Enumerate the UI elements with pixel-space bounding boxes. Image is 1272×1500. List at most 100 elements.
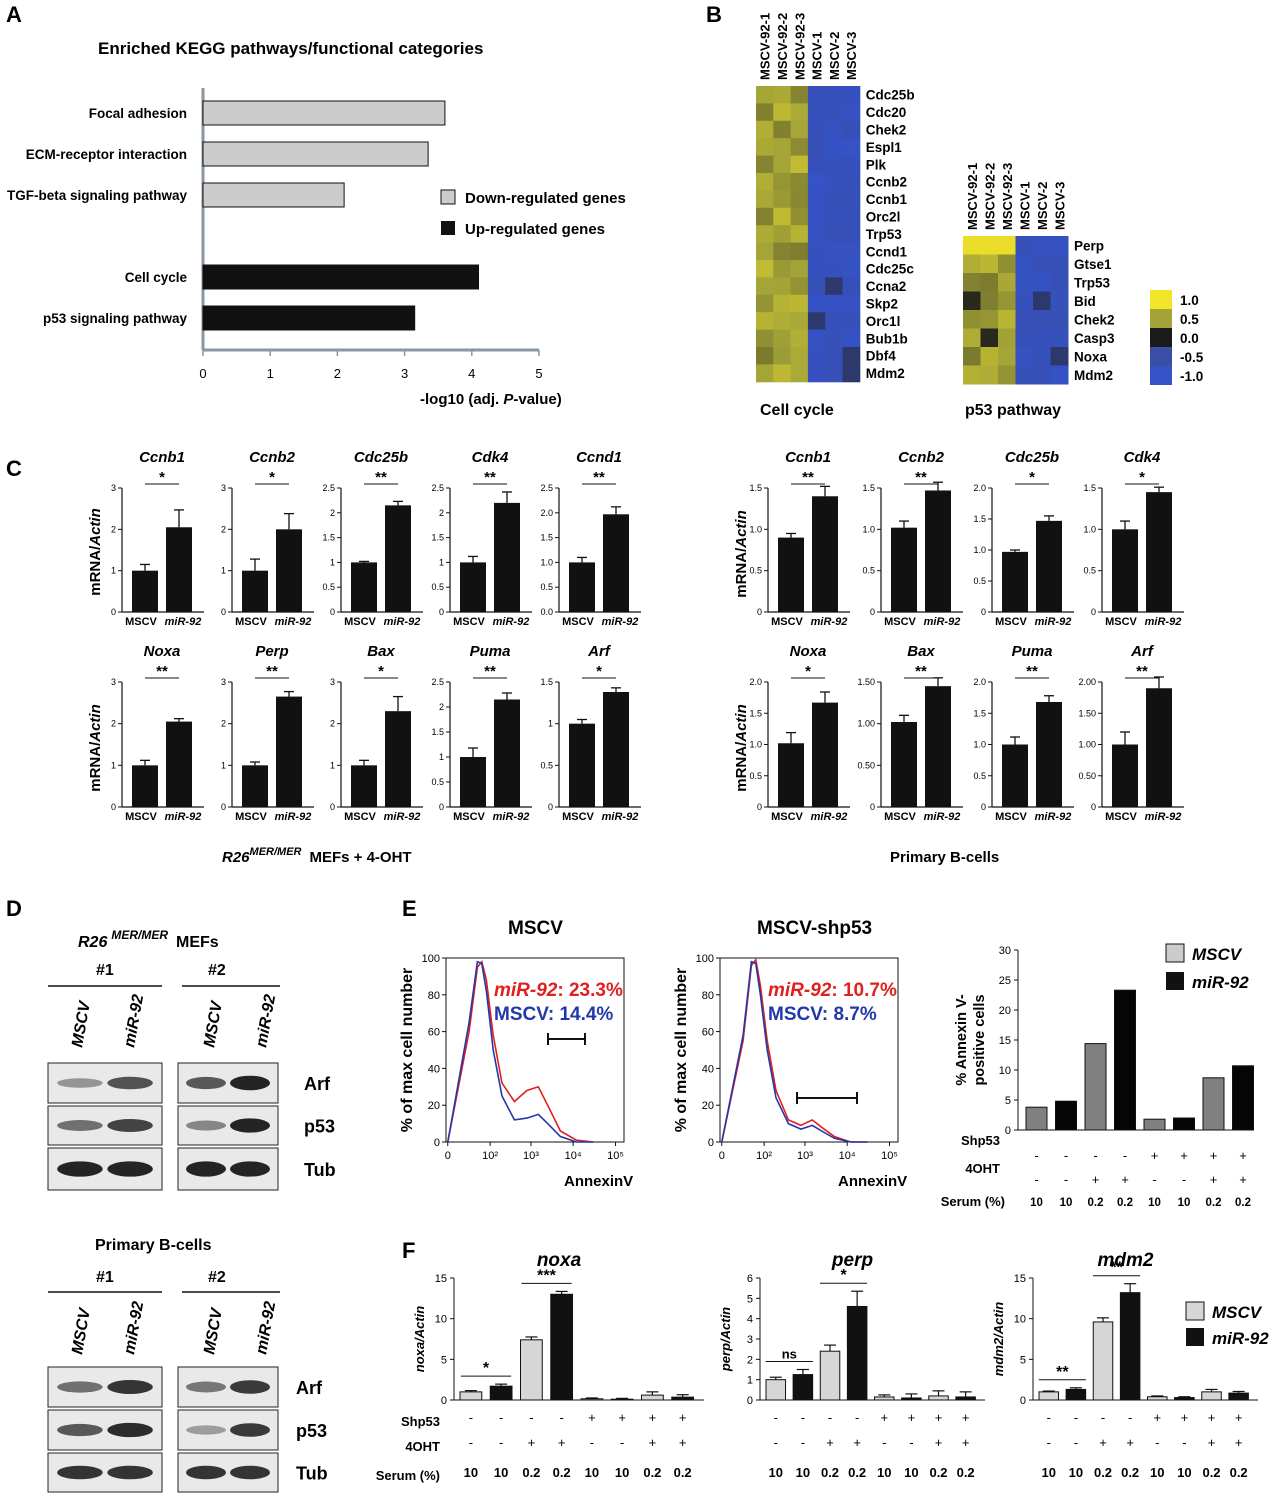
mini-bar — [812, 496, 838, 612]
cc-heatmap-cell — [773, 138, 792, 157]
mini-y-tick-label: 1.5 — [749, 708, 762, 718]
mini-significance-label: ** — [266, 663, 278, 680]
p53-heatmap-cell — [1015, 254, 1034, 274]
p53-heatmap-cell — [1050, 347, 1069, 366]
f-shp53-sign: - — [559, 1410, 563, 1425]
p53-heatmap-cell — [1015, 365, 1034, 385]
mini-chart-c-mef-bax: Bax 0 1 2 3 MSCV miR-92 * — [330, 643, 423, 823]
mini-y-tick-label: 3 — [111, 483, 116, 493]
mini-y-tick-label: 0.0 — [540, 607, 553, 617]
western-band — [107, 1380, 153, 1394]
p53-heatmap-cell — [963, 347, 981, 366]
f-4oht-sign: + — [826, 1435, 834, 1450]
western-band — [186, 1161, 226, 1177]
f-bar — [819, 1350, 841, 1401]
western-band — [186, 1425, 226, 1435]
f-serum-value: 0.2 — [821, 1465, 839, 1480]
mini-significance-label: ** — [802, 469, 814, 486]
cc-heatmap-cell — [825, 103, 843, 122]
f-serum-value: 0.2 — [1230, 1465, 1248, 1480]
colorscale-label: -1.0 — [1180, 369, 1203, 384]
histogram-x-tick-label: 0 — [445, 1150, 451, 1162]
p53-gene-label: Casp3 — [1074, 331, 1115, 346]
mini-y-tick-label: 0 — [548, 802, 553, 812]
cc-heatmap-cell — [825, 207, 843, 226]
mini-chart-title: Cdc25b — [354, 449, 408, 466]
legend-down-label: Down-regulated genes — [465, 190, 626, 207]
legend-up-label: Up-regulated genes — [465, 221, 605, 238]
f-shp53-sign: + — [880, 1410, 888, 1425]
mini-x-label-mscv: MSCV — [1105, 616, 1137, 628]
mini-y-tick-label: 0 — [870, 607, 875, 617]
annexin-shp53-sign: + — [1210, 1148, 1218, 1163]
mrna-y-axis-label: mRNA/Actin — [733, 704, 750, 792]
mini-x-label-mir: miR-92 — [493, 616, 530, 628]
f-shp53-sign: + — [1235, 1410, 1243, 1425]
western-band-label: Tub — [296, 1464, 328, 1484]
mini-bar — [166, 527, 192, 612]
mini-bar — [1002, 551, 1028, 612]
f-4oht-sign: - — [499, 1435, 503, 1450]
mini-x-label-mir: miR-92 — [275, 811, 312, 823]
mini-y-tick-label: 1 — [221, 760, 226, 770]
annexin-row-shp53: Shp53 — [961, 1133, 1000, 1148]
mini-y-tick-label: 2 — [330, 719, 335, 729]
cc-heatmap-cell — [842, 155, 861, 174]
western-lane-label-mir: miR-92 — [253, 993, 279, 1049]
mini-y-tick-label: 0.5 — [431, 777, 444, 787]
histogram-mir-label: miR-92: 23.3% — [494, 980, 623, 1001]
cc-heatmap-cell — [842, 173, 861, 191]
annexin-bar — [1202, 1077, 1225, 1131]
cc-heatmap-cell — [773, 277, 792, 296]
cc-heatmap-cell — [825, 86, 843, 104]
annexin-bar — [1232, 1065, 1254, 1131]
p53-heatmap-cell — [998, 291, 1016, 311]
p53-column-label: MSCV-92-1 — [965, 163, 980, 230]
f-bar — [1174, 1397, 1195, 1401]
f-chart-title: perp — [831, 1250, 873, 1271]
p53-heatmap-cell — [1033, 310, 1051, 329]
mini-y-tick-label: 1.0 — [749, 524, 762, 534]
f-4oht-sign: + — [1235, 1435, 1243, 1450]
f-4oht-sign: + — [679, 1435, 687, 1450]
cc-heatmap-cell — [756, 364, 774, 383]
cc-heatmap-cell — [825, 190, 843, 209]
f-serum-value: 0.2 — [1094, 1465, 1112, 1480]
f-shp53-sign: - — [469, 1410, 473, 1425]
mini-y-tick-label: 1.0 — [973, 740, 986, 750]
mini-y-tick-label: 1.0 — [1083, 524, 1096, 534]
western-lane-label-mscv: MSCV — [69, 1306, 94, 1356]
mef-caption: R26MER/MER MEFs + 4-OHT — [222, 846, 412, 866]
mini-y-tick-label: 0.5 — [749, 566, 762, 576]
cc-column-label: MSCV-3 — [844, 32, 859, 80]
mini-y-tick-label: 2 — [330, 508, 335, 518]
cc-gene-label: Orc1l — [866, 314, 901, 329]
f-shp53-sign: + — [1153, 1410, 1161, 1425]
mini-y-tick-label: 1.50 — [857, 677, 875, 687]
western-band — [57, 1423, 103, 1437]
mini-bar — [603, 514, 629, 612]
mini-x-label-mir: miR-92 — [924, 811, 961, 823]
p53-heatmap-cell — [998, 365, 1016, 385]
mini-x-label-mscv: MSCV — [125, 811, 157, 823]
mini-y-tick-label: 1.5 — [431, 727, 444, 737]
f-4oht-sign: + — [962, 1435, 970, 1450]
f-serum-value: 0.2 — [929, 1465, 947, 1480]
mini-y-tick-label: 2.5 — [540, 483, 553, 493]
f-bar — [846, 1305, 868, 1401]
annexin-4oht-sign: + — [1092, 1172, 1100, 1187]
cc-heatmap-cell — [842, 120, 861, 139]
histogram-y-tick-label: 80 — [702, 990, 714, 1002]
cc-gene-label: Ccnd1 — [866, 244, 908, 259]
mini-y-tick-label: 0 — [439, 607, 444, 617]
cc-gene-label: Cdc25c — [866, 262, 915, 277]
western-bcell-title: Primary B-cells — [95, 1237, 212, 1254]
p53-gene-label: Trp53 — [1074, 275, 1111, 290]
f-y-tick-label: 15 — [435, 1273, 447, 1285]
p53-heatmap-cell — [980, 254, 999, 274]
histogram-y-tick-label: 20 — [428, 1100, 440, 1112]
panel-label-f: F — [402, 1238, 415, 1263]
panel-label-c: C — [6, 456, 22, 481]
colorscale-label: -0.5 — [1180, 350, 1204, 365]
